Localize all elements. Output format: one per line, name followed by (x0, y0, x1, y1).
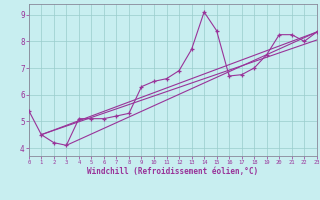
X-axis label: Windchill (Refroidissement éolien,°C): Windchill (Refroidissement éolien,°C) (87, 167, 258, 176)
